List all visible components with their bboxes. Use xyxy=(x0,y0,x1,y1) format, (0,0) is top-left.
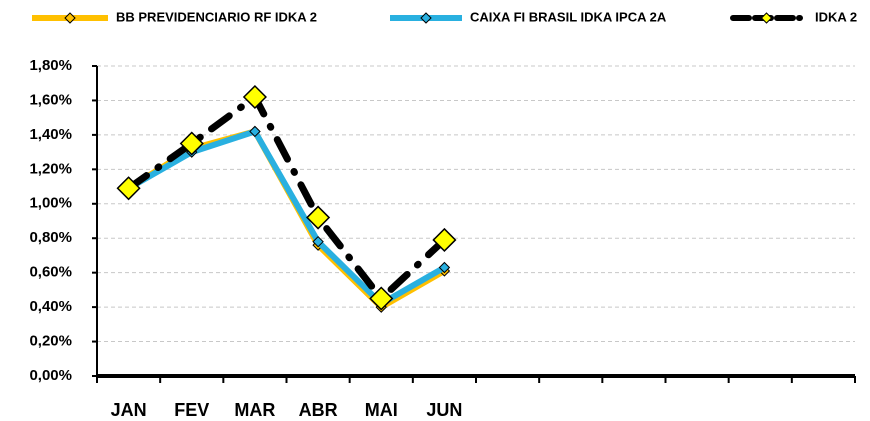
x-tick-label: MAI xyxy=(365,400,398,420)
x-tick-label: JUN xyxy=(426,400,462,420)
y-tick-label: 0,40% xyxy=(29,298,72,315)
legend-marker xyxy=(420,12,432,24)
y-tick-label: 1,00% xyxy=(29,195,72,212)
y-tick-label: 1,40% xyxy=(29,126,72,143)
x-tick-label: JAN xyxy=(111,400,147,420)
x-tick-label: FEV xyxy=(174,400,209,420)
y-tick-label: 0,20% xyxy=(29,333,72,350)
legend-label: CAIXA FI BRASIL IDKA IPCA 2A xyxy=(470,9,667,24)
y-tick-label: 1,20% xyxy=(29,160,72,177)
x-tick-label: MAR xyxy=(234,400,275,420)
point-marker xyxy=(116,176,141,201)
x-tick-label: ABR xyxy=(299,400,338,420)
point-marker xyxy=(306,205,331,230)
point-marker xyxy=(249,125,261,138)
y-tick-label: 0,60% xyxy=(29,264,72,281)
y-tick-label: 1,60% xyxy=(29,91,72,108)
y-tick-label: 0,80% xyxy=(29,229,72,246)
point-marker xyxy=(179,131,204,156)
legend-label: BB PREVIDENCIARIO RF IDKA 2 xyxy=(116,9,317,24)
point-marker xyxy=(432,227,457,253)
legend-marker xyxy=(64,12,76,24)
y-tick-label: 0,00% xyxy=(29,367,72,384)
legend-label: IDKA 2 xyxy=(815,9,857,24)
point-marker xyxy=(438,261,451,274)
point-marker xyxy=(312,235,324,248)
y-tick-label: 1,80% xyxy=(29,57,72,74)
point-marker xyxy=(242,84,267,110)
series-line xyxy=(125,93,448,302)
legend-marker xyxy=(760,12,773,24)
point-marker xyxy=(369,286,394,311)
